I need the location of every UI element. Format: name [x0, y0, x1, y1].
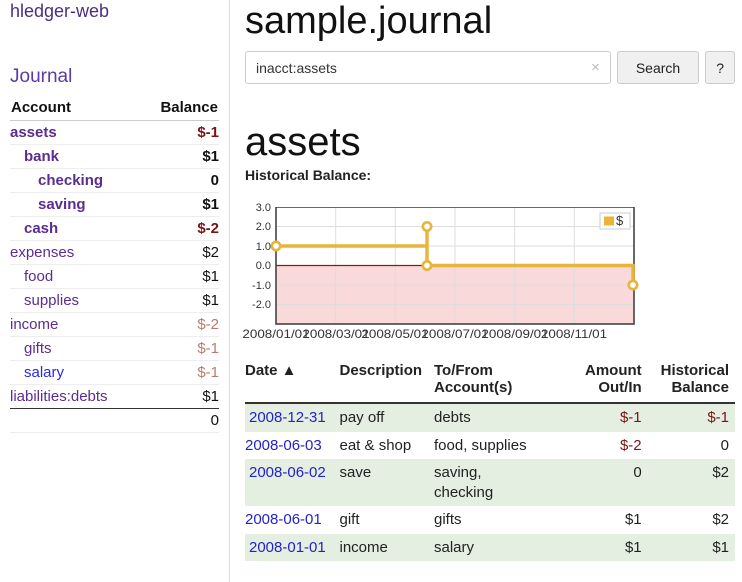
- svg-text:$: $: [616, 213, 624, 228]
